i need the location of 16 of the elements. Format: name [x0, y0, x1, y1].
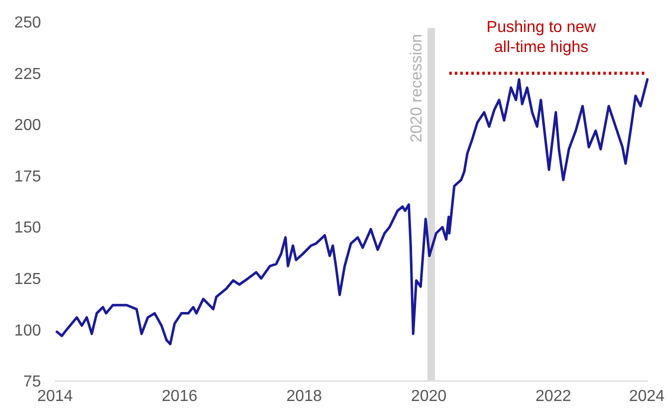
y-tick-label: 225 — [14, 66, 42, 83]
x-tick-label: 2020 — [410, 388, 447, 405]
annotation: Pushing to new all-time highs — [486, 19, 596, 56]
band-label: 2020 recession — [408, 34, 426, 143]
y-tick-label: 100 — [14, 322, 42, 340]
x-tick-label: 2024 — [628, 388, 665, 405]
y-tick-label: 250 — [14, 14, 42, 32]
x-tick-label: 2014 — [37, 388, 73, 405]
y-tick-label: 75 — [23, 374, 42, 391]
x-tick-label: 2022 — [536, 388, 572, 405]
y-tick-label: 150 — [14, 220, 42, 237]
x-tick-label: 2018 — [286, 388, 322, 405]
y-tick-label: 125 — [14, 271, 42, 288]
y-tick-label: 200 — [14, 117, 42, 134]
x-tick-label: 2016 — [162, 388, 198, 405]
y-tick-label: 175 — [14, 168, 42, 186]
